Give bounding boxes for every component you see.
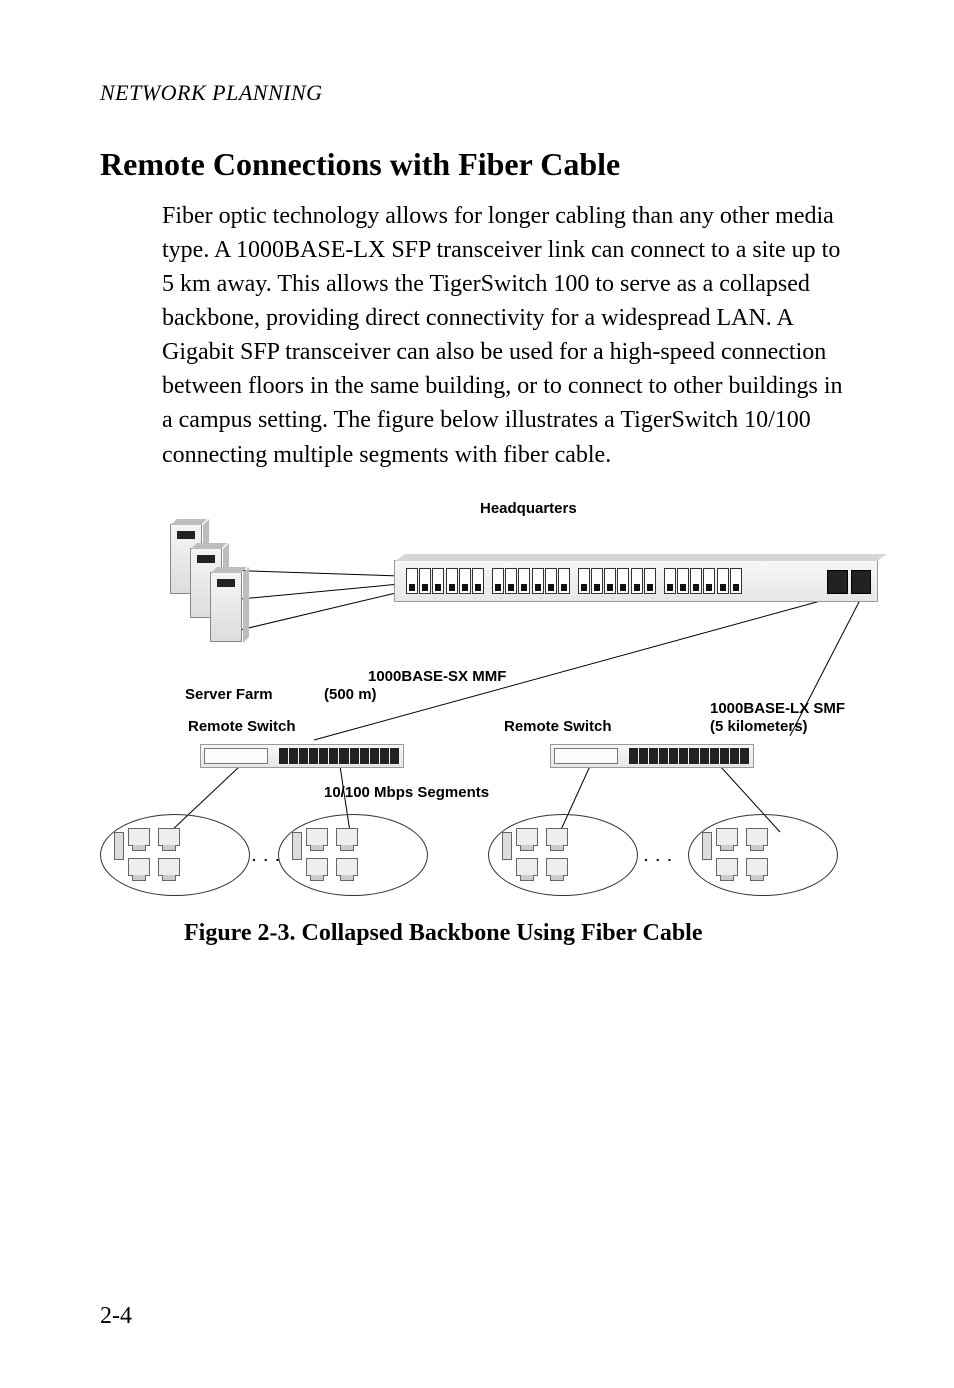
ellipsis: . . .	[252, 848, 281, 864]
body-paragraph: Fiber optic technology allows for longer…	[162, 199, 854, 472]
label-headquarters: Headquarters	[480, 500, 577, 517]
running-head: NETWORK PLANNING	[100, 80, 854, 106]
label-server-farm: Server Farm	[185, 686, 273, 703]
pc-cluster-icon	[502, 824, 622, 884]
remote-switch-icon	[550, 744, 754, 768]
ellipsis: . . .	[644, 848, 673, 864]
label-segments: 10/100 Mbps Segments	[324, 784, 489, 801]
remote-switch-icon	[200, 744, 404, 768]
figure-diagram: Headquarters Server Farm 1000BASE-SX MMF…	[100, 500, 890, 900]
label-mmf-sub: (500 m)	[324, 686, 377, 703]
main-switch-icon	[394, 560, 878, 602]
pc-cluster-icon	[114, 824, 234, 884]
label-remote-switch-2: Remote Switch	[504, 718, 612, 735]
label-smf-sub: (5 kilometers)	[710, 718, 808, 735]
pc-cluster-icon	[292, 824, 412, 884]
page-number: 2-4	[100, 1303, 132, 1330]
label-mmf: 1000BASE-SX MMF	[368, 668, 506, 685]
label-remote-switch-1: Remote Switch	[188, 718, 296, 735]
server-icon	[210, 572, 242, 642]
label-smf: 1000BASE-LX SMF	[710, 700, 845, 717]
figure-caption: Figure 2-3. Collapsed Backbone Using Fib…	[184, 920, 854, 947]
pc-cluster-icon	[702, 824, 822, 884]
section-title: Remote Connections with Fiber Cable	[100, 146, 854, 183]
